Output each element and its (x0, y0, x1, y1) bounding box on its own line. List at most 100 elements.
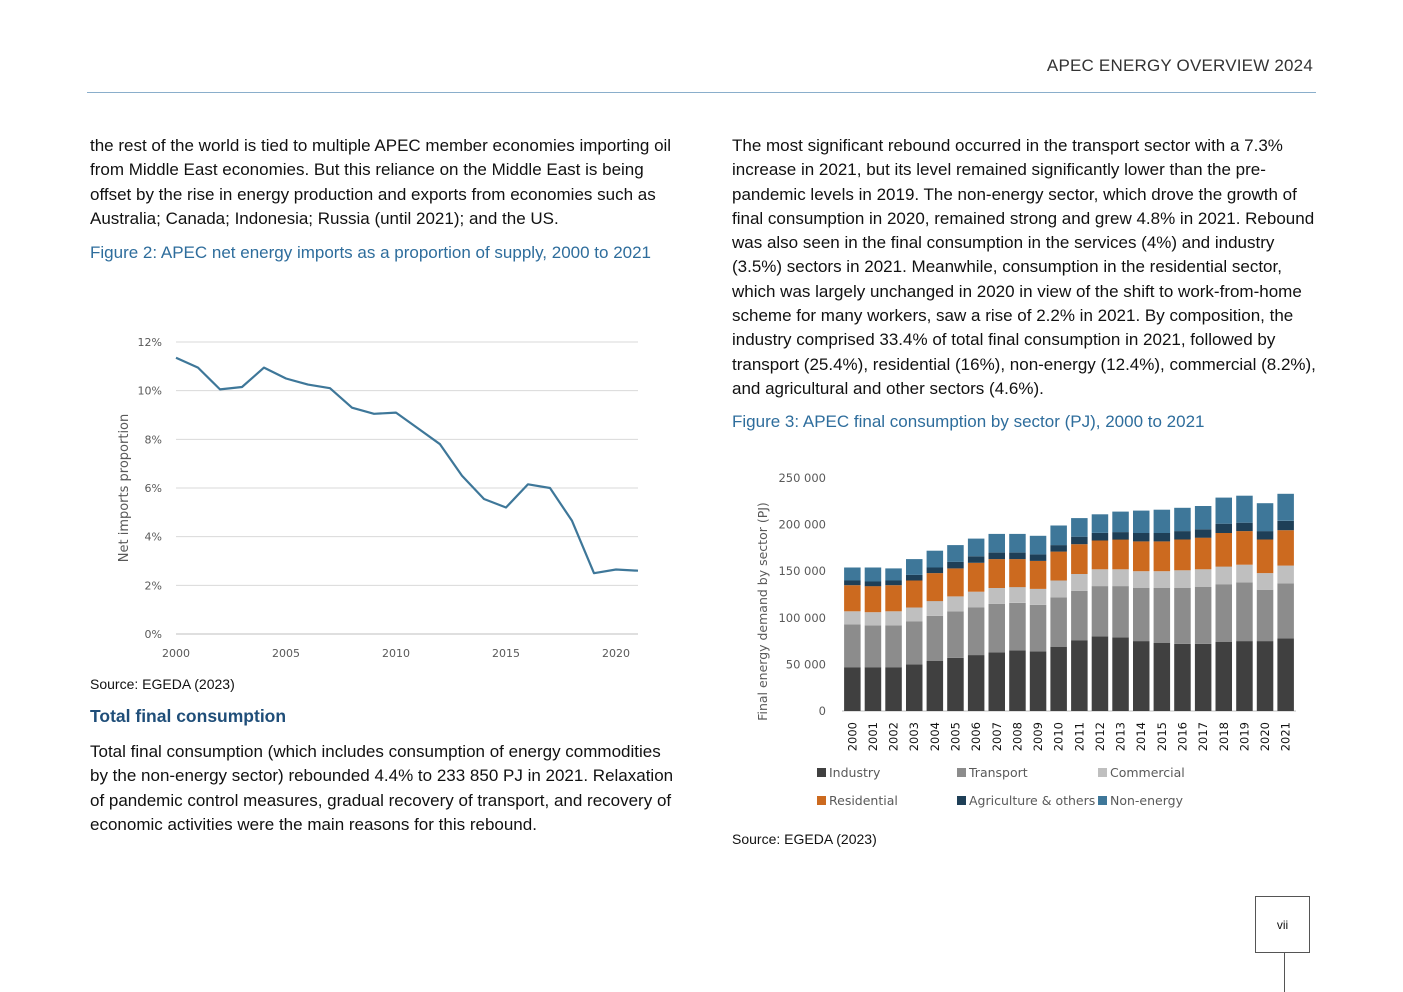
bar-segment (906, 621, 923, 665)
figure-3-source: Source: EGEDA (2023) (732, 831, 877, 847)
bar-segment (1050, 597, 1067, 647)
legend-swatch (957, 768, 966, 777)
bar-segment (864, 667, 882, 711)
x-tick-label: 2019 (1237, 722, 1251, 751)
x-tick-label: 2010 (1052, 722, 1066, 751)
left-column: the rest of the world is tied to multipl… (90, 134, 675, 266)
bar-segment (885, 667, 902, 711)
bar-segment (1112, 532, 1129, 540)
x-tick-label: 2015 (492, 647, 520, 660)
bar-segment (1009, 552, 1026, 560)
bar-segment (1256, 641, 1274, 711)
y-tick-label: 8% (145, 433, 162, 446)
x-tick-label: 2020 (1258, 722, 1272, 751)
legend-swatch (817, 796, 826, 805)
figure-2-line-chart: 0% 2% 4% 6% 8% 10% 12% 2000 2005 2010 2015 2020 Net … (117, 336, 639, 660)
bar-segment (988, 533, 1005, 553)
legend-swatch (957, 796, 966, 805)
legend-label: Non-energy (1110, 793, 1184, 808)
x-tick-label: 2007 (990, 722, 1004, 751)
section-heading: Total final consumption (90, 706, 287, 726)
bar-segment (1133, 510, 1150, 533)
series-line (175, 356, 639, 575)
x-tick-label: 2005 (949, 722, 963, 751)
bar-segment (1277, 520, 1294, 531)
bar-segment (926, 601, 944, 616)
y-axis-label: Net imports proportion (117, 414, 132, 563)
bar-segment (1050, 545, 1067, 552)
figure-3-stacked-bar-chart: 0 50 000 100 000 150 000 200 000 250 000 Final… (755, 471, 1296, 808)
left-column-lower: Total final consumption (which includes … (90, 740, 675, 837)
bar-segment (1071, 544, 1088, 574)
bar-segment (926, 567, 944, 574)
bar-segment (1174, 531, 1191, 540)
bar-segment (1112, 637, 1129, 711)
bar-segment (1133, 571, 1150, 588)
bar-segment (1153, 588, 1171, 643)
bar-segment (844, 667, 861, 711)
page-number-box: vii (1255, 896, 1310, 953)
bar-segment (1050, 551, 1067, 581)
y-tick-label: 50 000 (786, 657, 826, 671)
bar-segment (1112, 569, 1129, 587)
bar-segment (1256, 539, 1274, 574)
y-tick-label: 0 (819, 704, 826, 718)
bar-segment (926, 573, 944, 602)
bar-segment (947, 561, 964, 569)
x-tick-label: 2003 (907, 722, 921, 751)
x-tick-label: 2002 (887, 722, 901, 751)
bar-segment (1236, 495, 1253, 523)
x-tick-label: 2010 (382, 647, 410, 660)
legend-label: Industry (829, 765, 881, 780)
bar-segment (988, 588, 1005, 604)
bar-segment (988, 603, 1005, 653)
bar-segment (947, 611, 964, 658)
bar-segment (1256, 573, 1274, 590)
bar-segment (1153, 571, 1171, 588)
bar-segment (1091, 586, 1109, 637)
running-header-title: APEC ENERGY OVERVIEW 2024 (1046, 56, 1313, 75)
bar-segment (1071, 536, 1088, 545)
bar-segment (1194, 537, 1212, 570)
y-tick-label: 6% (145, 482, 162, 495)
bar-segment (1256, 531, 1274, 540)
bar-segment (1194, 643, 1212, 711)
bar-segment (906, 559, 923, 575)
bar-segment (1029, 535, 1047, 555)
y-axis-label: Final energy demand by sector (PJ) (755, 502, 770, 721)
legend-label: Commercial (1110, 765, 1185, 780)
bar-segment (1277, 493, 1294, 521)
y-tick-label: 150 000 (778, 564, 826, 578)
bar-segment (1112, 539, 1129, 570)
bar-segment (906, 664, 923, 711)
y-tick-label: 0% (145, 628, 162, 641)
bar-segment (967, 562, 985, 592)
bar-segment (1277, 565, 1294, 584)
bar-segment (1071, 640, 1088, 711)
bar-segment (967, 591, 985, 608)
bar-segment (864, 581, 882, 587)
bar-segment (1009, 559, 1026, 588)
bar-segment (1174, 570, 1191, 588)
bar-segment (1236, 531, 1253, 565)
bar-segment (906, 580, 923, 608)
bar-segment (1133, 541, 1150, 572)
bar-segment (1071, 590, 1088, 641)
legend-label: Residential (829, 793, 898, 808)
bar-segment (988, 552, 1005, 560)
figure-2-source: Source: EGEDA (2023) (90, 676, 235, 692)
bar-segment (988, 559, 1005, 588)
bar-segment (1050, 646, 1067, 711)
bar-segment (1009, 602, 1026, 651)
x-tick-label: 2000 (845, 722, 859, 751)
bar-segment (967, 538, 985, 557)
bar-segment (1091, 533, 1109, 541)
y-tick-label: 200 000 (778, 518, 826, 532)
bar-segment (1091, 514, 1109, 533)
legend-label: Transport (968, 765, 1028, 780)
bar-segment (1277, 583, 1294, 639)
bar-segment (1215, 566, 1232, 585)
bar-segment (926, 615, 944, 661)
bar-segment (1029, 651, 1047, 711)
x-tick-label: 2013 (1114, 722, 1128, 751)
